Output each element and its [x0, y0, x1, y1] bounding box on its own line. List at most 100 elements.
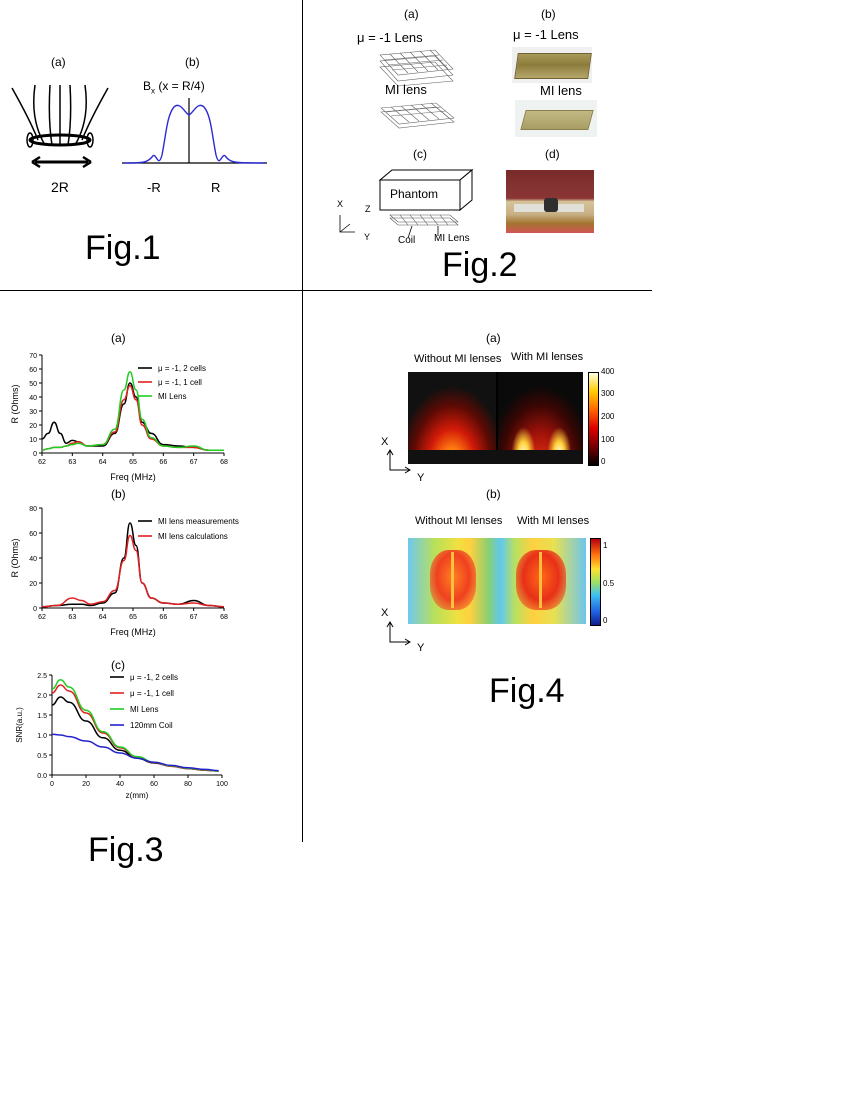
- fig1-panel-b: (b): [185, 55, 200, 69]
- x-tick-label: 65: [129, 459, 137, 466]
- x-tick-label: 67: [190, 459, 198, 466]
- y-tick-label: 60: [29, 367, 37, 374]
- bx-main: B: [143, 79, 152, 93]
- phantom-photo: [506, 170, 594, 233]
- fig4-axes-b: [386, 621, 411, 646]
- fig2-panel-c: (c): [413, 147, 427, 161]
- legend-label: μ = -1, 2 cells: [130, 673, 178, 682]
- y-tick-label: 0: [33, 451, 37, 458]
- fig3-panel-c: (c): [111, 658, 125, 672]
- series-line-3: [51, 733, 219, 772]
- y-tick-label: 20: [29, 581, 37, 588]
- fig1-caption: Fig.1: [85, 229, 161, 267]
- y-tick-label: 60: [29, 531, 37, 538]
- mu-lens-label-a: μ = -1 Lens: [357, 30, 423, 45]
- sar-map-b-left-gap: [451, 552, 454, 608]
- fig4-a-axis-x: X: [381, 436, 389, 448]
- x-tick-label: 65: [129, 614, 137, 621]
- mi-lens-lattice: [380, 102, 455, 129]
- fig2-axis-x: X: [337, 199, 344, 209]
- legend-label: μ = -1, 2 cells: [158, 364, 206, 373]
- coil-field-diagram: [11, 84, 109, 169]
- x-tick-label: 62: [38, 614, 46, 621]
- y-tick-label: 20: [29, 423, 37, 430]
- fig4-b-without: Without MI lenses: [415, 515, 503, 527]
- vertical-divider: [302, 0, 303, 842]
- mi-lens-label-a: MI lens: [385, 82, 427, 97]
- x-tick-label: 100: [216, 781, 228, 788]
- coil-label: Coil: [398, 235, 416, 246]
- label-2r: 2R: [51, 179, 69, 195]
- tick-neg-r: -R: [147, 180, 161, 195]
- x-tick-label: 67: [190, 614, 198, 621]
- mu-lens-slab: [514, 53, 592, 79]
- fig2-axis-z: Z: [365, 204, 371, 214]
- fig4-panel-b: (b): [486, 487, 501, 501]
- mi-lens-caption: MI Lens: [434, 233, 470, 244]
- chart-snr-c: 0.0 0.5 1.0 1.5 2.0 2.5 0 20 40 60 80 100 z(mm) SNR(a…: [15, 673, 228, 800]
- y-tick-label: 1.0: [37, 733, 47, 740]
- snr-map-a-left: [408, 372, 496, 464]
- y-tick-label: 0: [33, 606, 37, 613]
- series-line-1: [41, 385, 224, 451]
- fig4-b-axis-y: Y: [417, 642, 425, 654]
- y-tick-label: 40: [29, 556, 37, 563]
- bx-arg: (x = R/4): [155, 79, 205, 93]
- x-tick-label: 64: [99, 614, 107, 621]
- fig1-panel-a: (a): [51, 55, 66, 69]
- x-tick-label: 62: [38, 459, 46, 466]
- fig3-panel-a: (a): [111, 331, 126, 345]
- fig4-a-axis-y: Y: [417, 472, 425, 484]
- fig2-caption: Fig.2: [442, 246, 518, 284]
- y-tick-label: 0.0: [37, 773, 47, 780]
- mu-lens-label-b: μ = -1 Lens: [513, 27, 579, 42]
- x-tick-label: 0: [50, 781, 54, 788]
- chart-resistance-a: 0 10 20 30 40 50 60 70 62 63 64 65 66 67 68 Freq (MHz) R…: [10, 353, 228, 482]
- colorbar-a-200: 200: [601, 412, 615, 421]
- colorbar-b-0: 0: [603, 616, 608, 625]
- x-axis-label: Freq (MHz): [110, 627, 156, 637]
- chart-resistance-b: 0 20 40 60 80 62 63 64 65 66 67 68 Freq (MHz) R (Ohms…: [10, 506, 239, 637]
- x-axis-label: Freq (MHz): [110, 472, 156, 482]
- y-tick-label: 10: [29, 437, 37, 444]
- series-line-1: [41, 534, 225, 608]
- legend-label: μ = -1, 1 cell: [158, 378, 202, 387]
- x-tick-label: 66: [159, 614, 167, 621]
- mu-lens-lattice: [379, 49, 454, 87]
- x-tick-label: 63: [68, 459, 76, 466]
- y-tick-label: 2.0: [37, 693, 47, 700]
- legend-label: MI Lens: [130, 705, 158, 714]
- y-tick-label: 2.5: [37, 673, 47, 680]
- snr-map-a: [408, 372, 583, 464]
- sar-map-b: [408, 538, 586, 624]
- y-tick-label: 0.5: [37, 753, 47, 760]
- snr-map-a-right: [498, 372, 583, 464]
- y-axis-label: R (Ohms): [10, 385, 20, 424]
- photo-connector: [544, 198, 558, 212]
- fig4-b-with: With MI lenses: [517, 515, 590, 527]
- legend-label: 120mm Coil: [130, 721, 173, 730]
- legend-label: MI lens measurements: [158, 517, 239, 526]
- legend-label: MI lens calculations: [158, 532, 228, 541]
- colorbar-b: [590, 538, 601, 626]
- x-tick-label: 68: [220, 614, 228, 621]
- y-tick-label: 50: [29, 381, 37, 388]
- mi-lens-slab: [520, 110, 594, 130]
- fig4-a-with: With MI lenses: [511, 351, 584, 363]
- y-tick-label: 30: [29, 409, 37, 416]
- y-axis-label: R (Ohms): [10, 539, 20, 578]
- x-axis-label: z(mm): [126, 791, 149, 800]
- y-axis-label: SNR(a.u.): [15, 707, 24, 743]
- x-tick-label: 20: [82, 781, 90, 788]
- legend-label: MI Lens: [158, 392, 186, 401]
- y-tick-label: 40: [29, 395, 37, 402]
- snr-map-a-lens: [408, 450, 583, 464]
- x-tick-label: 40: [116, 781, 124, 788]
- colorbar-b-05: 0.5: [603, 579, 615, 588]
- mi-lens-label-b: MI lens: [540, 83, 582, 98]
- mu-lens-photo: [512, 47, 592, 83]
- colorbar-a: [588, 372, 599, 466]
- tick-r: R: [211, 180, 221, 195]
- fig2-panel-b: (b): [541, 7, 556, 21]
- fig4-panel-a: (a): [486, 331, 501, 345]
